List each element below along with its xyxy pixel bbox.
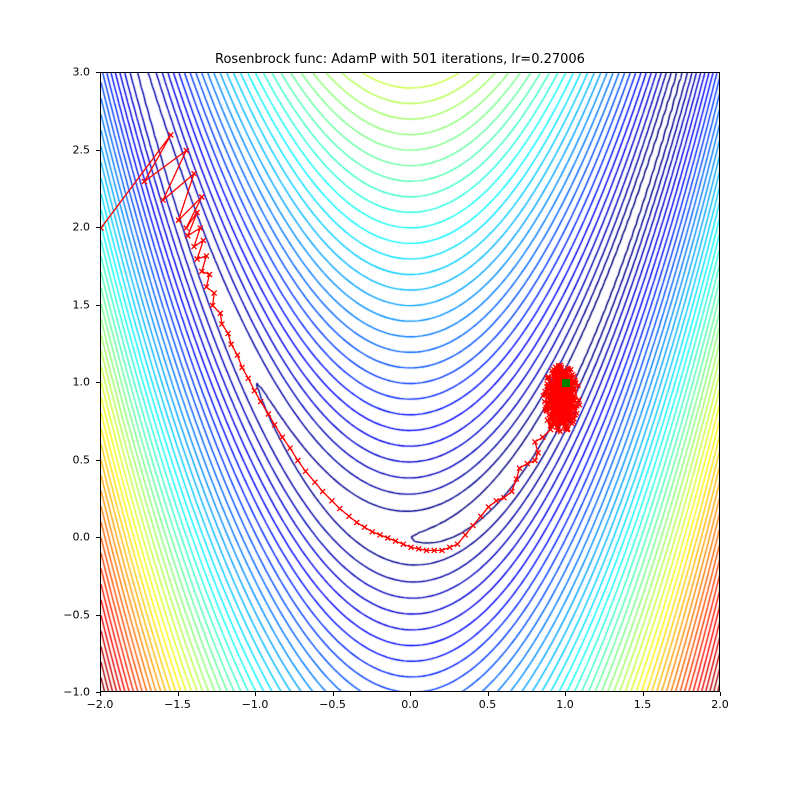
x-tick-label: 1.5 <box>634 698 652 711</box>
y-tick-label: 2.0 <box>60 221 90 234</box>
trajectory-cluster <box>541 363 582 434</box>
x-tick-label: 2.0 <box>711 698 729 711</box>
x-tick-label: 0.0 <box>401 698 419 711</box>
trajectory-line <box>101 135 574 550</box>
y-tick-label: 3.0 <box>60 66 90 79</box>
plot-area <box>100 72 720 692</box>
x-tick-label: 0.5 <box>479 698 497 711</box>
x-tick-label: −0.5 <box>319 698 346 711</box>
x-tick-label: −1.0 <box>242 698 269 711</box>
y-tick-label: 0.5 <box>60 453 90 466</box>
chart-title: Rosenbrock func: AdamP with 501 iteratio… <box>0 52 800 67</box>
y-tick-label: 2.5 <box>60 143 90 156</box>
overlay-layer <box>101 73 719 691</box>
figure: Rosenbrock func: AdamP with 501 iteratio… <box>0 0 800 800</box>
y-tick-label: 0.0 <box>60 531 90 544</box>
goal-marker <box>563 380 570 387</box>
x-tick-label: −2.0 <box>87 698 114 711</box>
y-tick-label: −1.0 <box>60 686 90 699</box>
x-tick-label: −1.5 <box>164 698 191 711</box>
y-tick-label: 1.0 <box>60 376 90 389</box>
x-tick-label: 1.0 <box>556 698 574 711</box>
y-tick-label: −0.5 <box>60 608 90 621</box>
y-tick-label: 1.5 <box>60 298 90 311</box>
